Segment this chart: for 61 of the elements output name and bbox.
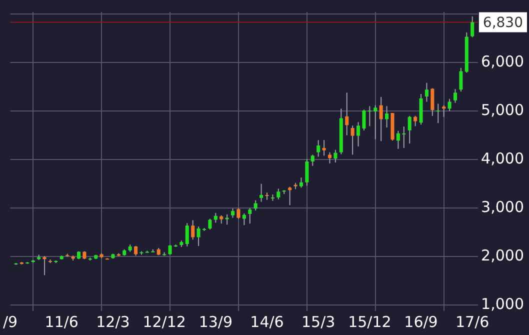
candlestick xyxy=(288,186,292,206)
x-tick-label: 15/3 xyxy=(301,312,336,331)
candlestick xyxy=(310,154,314,166)
candlestick xyxy=(299,177,303,188)
candlestick xyxy=(260,183,264,202)
x-tick-label: 11/6 xyxy=(44,312,78,331)
candlestick xyxy=(379,96,383,142)
candlestick xyxy=(248,208,252,224)
candlestick xyxy=(396,130,400,150)
candlestick xyxy=(356,122,360,147)
candlestick xyxy=(185,222,189,247)
candlestick xyxy=(134,245,138,256)
candlestick xyxy=(322,140,326,156)
candlestick xyxy=(424,82,428,102)
candlestick xyxy=(414,115,418,127)
y-tick-label: 2,000 xyxy=(481,246,524,265)
candlestick xyxy=(196,226,200,246)
x-tick-label: 13/9 xyxy=(198,312,232,331)
y-tick-label: 3,000 xyxy=(481,198,524,216)
candlestick xyxy=(316,140,320,158)
candlestick xyxy=(276,188,280,200)
y-tick-label: 1,000 xyxy=(481,295,524,314)
candlestick xyxy=(459,67,463,92)
candlestick xyxy=(345,92,349,136)
x-tick-label: 16/9 xyxy=(404,312,438,331)
x-tick-label: 12/12 xyxy=(142,312,186,331)
candlestick xyxy=(385,106,389,128)
x-tick-label: 17/6 xyxy=(456,312,490,331)
candlestick xyxy=(470,16,474,38)
candlestick xyxy=(448,98,452,112)
candlestick xyxy=(305,158,309,186)
candlestick xyxy=(334,149,338,163)
candlestick xyxy=(408,115,412,144)
candlestick xyxy=(453,88,458,104)
candlestick xyxy=(362,109,366,131)
candlestick xyxy=(231,208,235,218)
candlestick xyxy=(430,88,434,116)
x-tick-label: 15/12 xyxy=(348,312,392,331)
candlestick xyxy=(208,218,212,230)
ref-line-label: 6,830 xyxy=(482,14,524,31)
candlestick xyxy=(328,152,332,164)
y-tick-label: 6,000 xyxy=(481,52,524,70)
x-tick-label: /9 xyxy=(2,312,18,331)
y-tick-label: 5,000 xyxy=(481,100,524,119)
candlestick xyxy=(350,125,354,156)
candlestick xyxy=(42,256,46,276)
candlestick xyxy=(254,200,258,212)
y-tick-label: 4,000 xyxy=(481,149,524,168)
candlestick xyxy=(374,104,378,140)
candlestick xyxy=(436,103,440,124)
candlestick xyxy=(442,104,446,118)
candlestick xyxy=(368,106,372,127)
x-tick-label: 12/3 xyxy=(96,312,130,331)
candlestick xyxy=(225,214,229,226)
candlestick xyxy=(236,208,240,220)
candlestick xyxy=(168,244,172,256)
x-tick-label: 14/6 xyxy=(250,312,284,331)
candlestick xyxy=(402,126,406,148)
candlestick xyxy=(242,212,246,226)
candlestick xyxy=(265,192,269,200)
candlestick xyxy=(191,220,195,240)
